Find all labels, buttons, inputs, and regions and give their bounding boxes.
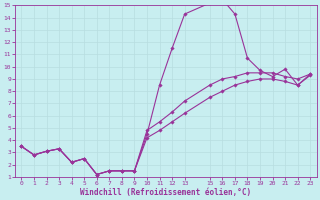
X-axis label: Windchill (Refroidissement éolien,°C): Windchill (Refroidissement éolien,°C) [80, 188, 252, 197]
